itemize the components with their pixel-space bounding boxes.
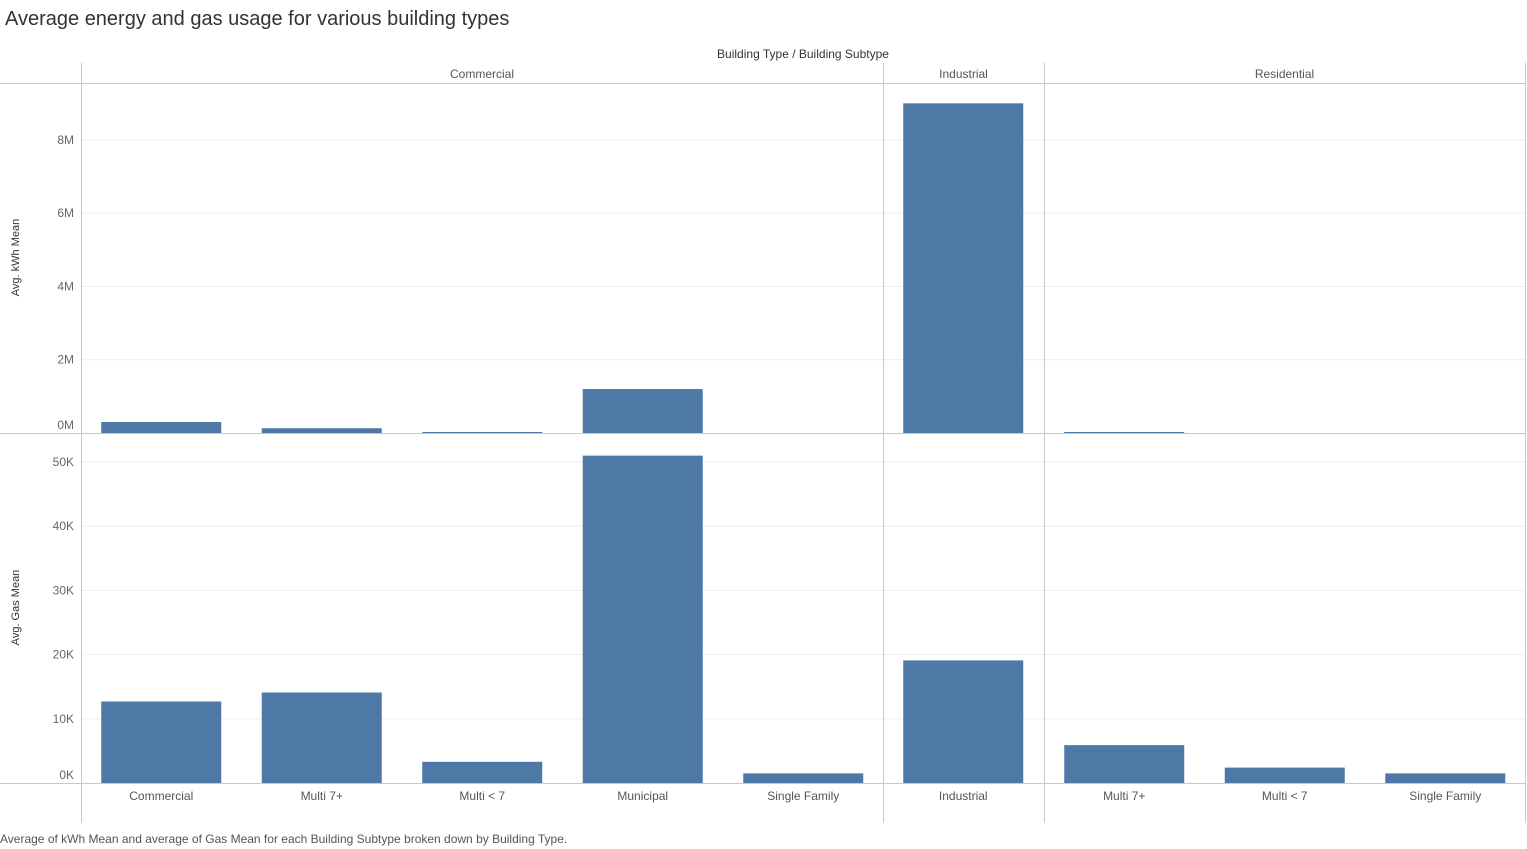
- y-tick-label: 0K: [59, 768, 74, 782]
- category-label: Multi < 7: [1262, 789, 1308, 803]
- group-label: Residential: [1255, 67, 1314, 81]
- bar[interactable]: [101, 422, 222, 433]
- category-label: Multi < 7: [459, 789, 505, 803]
- chart-caption: Average of kWh Mean and average of Gas M…: [0, 832, 568, 846]
- y-axis-label: Avg. kWh Mean: [10, 219, 22, 296]
- y-tick-label: 8M: [57, 133, 74, 147]
- y-tick-label: 40K: [53, 519, 74, 533]
- category-label: Industrial: [939, 789, 988, 803]
- column-header: Building Type / Building Subtype: [717, 47, 889, 61]
- y-tick-label: 0M: [57, 418, 74, 432]
- bar[interactable]: [743, 773, 864, 783]
- bar[interactable]: [1064, 432, 1185, 433]
- group-label: Commercial: [450, 67, 514, 81]
- bar[interactable]: [261, 692, 382, 783]
- category-label: Single Family: [1409, 789, 1481, 803]
- chart-title: Average energy and gas usage for various…: [5, 8, 510, 30]
- bar[interactable]: [1224, 767, 1345, 783]
- y-tick-label: 4M: [57, 279, 74, 293]
- bar[interactable]: [582, 389, 703, 433]
- y-tick-label: 50K: [53, 455, 74, 469]
- category-label: Multi 7+: [1103, 789, 1145, 803]
- y-axis-label: Avg. Gas Mean: [10, 570, 22, 646]
- bar[interactable]: [422, 761, 543, 783]
- bar[interactable]: [101, 701, 222, 783]
- bar[interactable]: [903, 660, 1024, 783]
- category-label: Municipal: [617, 789, 668, 803]
- bar[interactable]: [261, 428, 382, 433]
- bar[interactable]: [1064, 745, 1185, 783]
- category-label: Commercial: [129, 789, 193, 803]
- category-label: Single Family: [767, 789, 839, 803]
- y-tick-label: 30K: [53, 583, 74, 597]
- category-label: Multi 7+: [301, 789, 343, 803]
- y-tick-label: 6M: [57, 206, 74, 220]
- bar[interactable]: [582, 455, 703, 783]
- y-tick-label: 20K: [53, 648, 74, 662]
- y-tick-label: 2M: [57, 353, 74, 367]
- bar[interactable]: [903, 103, 1024, 434]
- y-tick-label: 10K: [53, 712, 74, 726]
- bar[interactable]: [422, 432, 543, 433]
- group-label: Industrial: [939, 67, 988, 81]
- bar[interactable]: [1385, 773, 1506, 783]
